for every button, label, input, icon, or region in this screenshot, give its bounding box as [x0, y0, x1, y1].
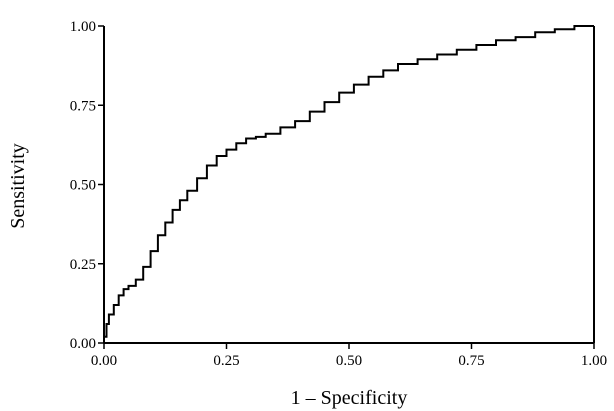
y-axis-title: Sensitivity — [7, 143, 29, 229]
x-tick-label: 1.00 — [581, 353, 607, 369]
plot-frame — [103, 26, 595, 344]
series-layer — [103, 25, 594, 343]
x-tick-label: 0.50 — [336, 353, 362, 369]
x-tick-label: 0.75 — [458, 353, 484, 369]
y-tick-label: 0.50 — [70, 178, 96, 194]
axis-ticks — [98, 25, 595, 349]
roc-curve-line — [103, 25, 594, 343]
axis-labels: 0.00 0.25 0.50 0.75 1.00 0.00 0.25 0.50 0.75 1.00 — [70, 19, 607, 369]
x-axis-title: 1 – Specificity — [291, 387, 408, 409]
y-tick-label: 0.25 — [70, 257, 96, 273]
x-tick-label: 0.25 — [213, 353, 239, 369]
x-tick-label: 0.00 — [91, 353, 117, 369]
y-tick-label: 1.00 — [70, 19, 96, 35]
y-tick-label: 0.75 — [70, 98, 96, 114]
y-tick-label: 0.00 — [70, 336, 96, 352]
